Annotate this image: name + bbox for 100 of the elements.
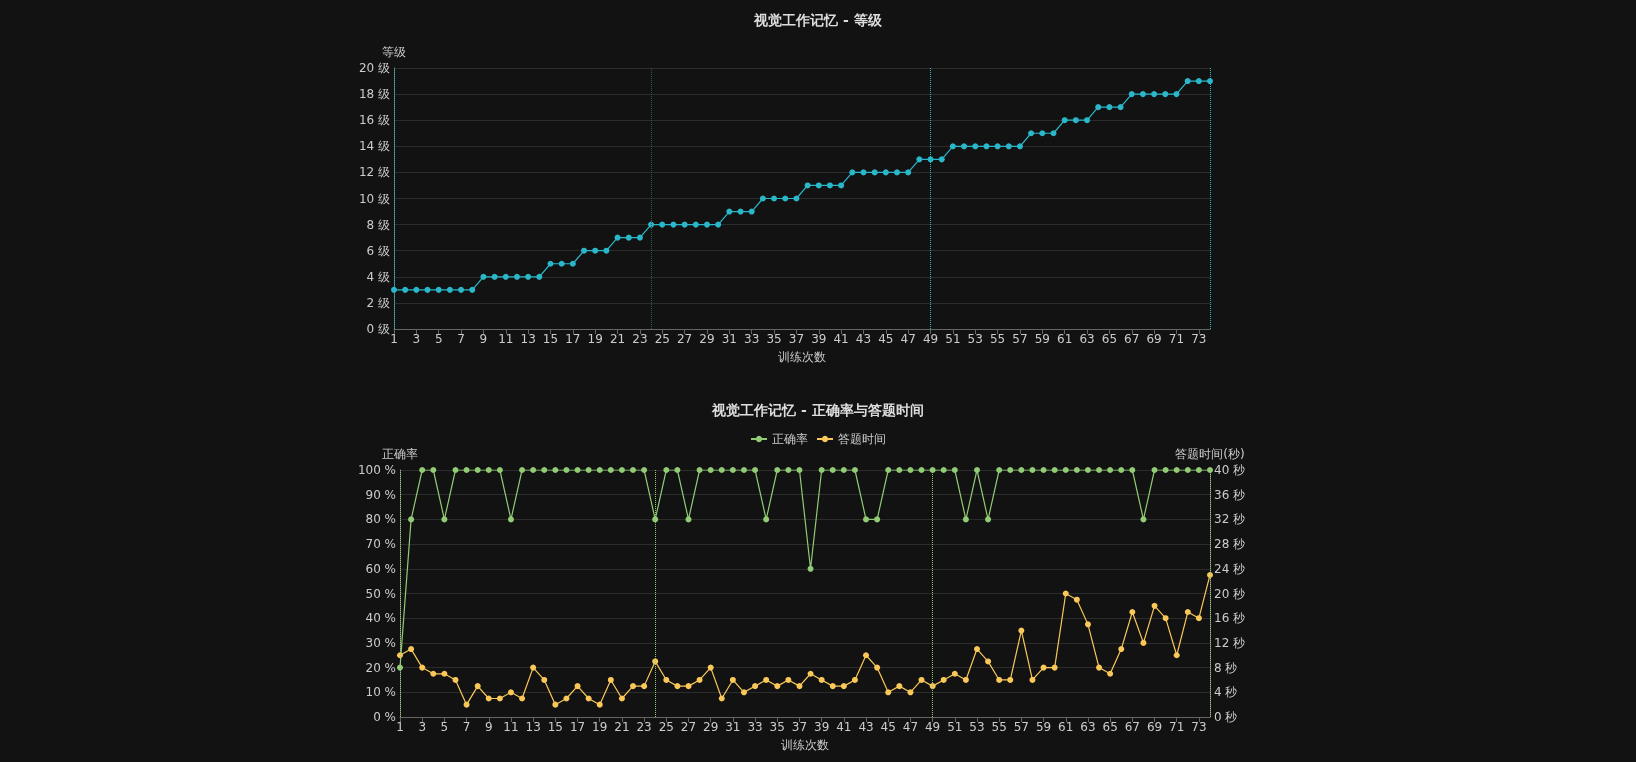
y2-tick-label: 24 秒 bbox=[1214, 561, 1246, 576]
x-tick-label: 45 bbox=[880, 720, 896, 734]
x-tick-label: 69 bbox=[1146, 720, 1163, 734]
y-tick-label: 4 级 bbox=[366, 269, 390, 284]
x-tick-label: 19 bbox=[592, 720, 608, 734]
y2-tick-label: 20 秒 bbox=[1214, 586, 1246, 601]
x-tick-label: 15 bbox=[547, 720, 563, 734]
y2-tick-label: 0 秒 bbox=[1214, 710, 1238, 724]
y-tick-label: 12 级 bbox=[358, 165, 390, 180]
x-tick-label: 59 bbox=[1035, 720, 1052, 734]
y-tick-label: 100 % bbox=[357, 463, 396, 477]
y2-tick-label: 32 秒 bbox=[1214, 512, 1246, 527]
x-tick-label: 45 bbox=[878, 332, 894, 346]
x-tick-label: 27 bbox=[680, 720, 697, 734]
x-tick-label: 37 bbox=[791, 720, 808, 734]
y-tick-label: 30 % bbox=[365, 635, 396, 650]
x-tick-label: 9 bbox=[484, 720, 493, 734]
x-tick-label: 53 bbox=[967, 332, 983, 346]
x-tick-label: 1 bbox=[390, 332, 398, 346]
x-tick-label: 5 bbox=[440, 720, 449, 734]
y-tick-label: 2 级 bbox=[366, 295, 390, 310]
y-tick-label: 90 % bbox=[365, 487, 396, 502]
x-tick-label: 41 bbox=[833, 332, 849, 346]
x-tick-label: 33 bbox=[747, 720, 763, 734]
y-tick-label: 18 级 bbox=[358, 87, 390, 102]
x-tick-label: 11 bbox=[498, 332, 514, 346]
y-tick-label: 70 % bbox=[365, 537, 396, 552]
x-tick-label: 61 bbox=[1058, 720, 1074, 734]
x-tick-label: 51 bbox=[945, 332, 961, 346]
x-tick-label: 27 bbox=[676, 332, 693, 346]
x-tick-label: 43 bbox=[855, 332, 872, 346]
x-tick-label: 67 bbox=[1124, 720, 1140, 734]
x-tick-label: 7 bbox=[462, 720, 471, 734]
y2-tick-label: 16 秒 bbox=[1214, 611, 1246, 626]
x-tick-label: 21 bbox=[614, 720, 630, 734]
x-tick-label: 15 bbox=[542, 332, 559, 346]
x-tick-label: 67 bbox=[1124, 332, 1140, 346]
x-tick-label: 57 bbox=[1013, 720, 1030, 734]
y-axis-title: 等级 bbox=[382, 45, 406, 59]
x-tick-label: 23 bbox=[632, 332, 648, 346]
x-tick-label: 49 bbox=[924, 720, 941, 734]
x-tick-label: 25 bbox=[654, 332, 670, 346]
y-tick-label: 16 级 bbox=[358, 113, 390, 128]
y-tick-label: 20 % bbox=[365, 660, 396, 675]
x-tick-label: 21 bbox=[609, 332, 626, 346]
chart-title: 视觉工作记忆 - 正确率与答题时间 bbox=[711, 402, 924, 418]
x-tick-label: 17 bbox=[569, 720, 586, 734]
x-tick-label: 73 bbox=[1191, 332, 1207, 346]
y-tick-label: 6 级 bbox=[366, 243, 390, 258]
x-tick-label: 55 bbox=[991, 720, 1007, 734]
x-tick-label: 65 bbox=[1102, 720, 1118, 734]
x-tick-label: 43 bbox=[858, 720, 874, 734]
y2-tick-label: 8 秒 bbox=[1214, 660, 1238, 675]
x-tick-label: 23 bbox=[636, 720, 652, 734]
y-tick-label: 14 级 bbox=[358, 139, 390, 154]
x-tick-label: 53 bbox=[969, 720, 985, 734]
x-tick-label: 33 bbox=[744, 332, 760, 346]
x-tick-label: 35 bbox=[769, 720, 785, 734]
x-tick-label: 47 bbox=[902, 720, 919, 734]
y2-axis-title: 答题时间(秒) bbox=[1175, 447, 1245, 461]
x-tick-label: 11 bbox=[503, 720, 519, 734]
x-tick-label: 63 bbox=[1080, 720, 1096, 734]
y-tick-label: 60 % bbox=[365, 561, 396, 576]
x-tick-label: 39 bbox=[811, 332, 827, 346]
x-tick-label: 65 bbox=[1101, 332, 1118, 346]
y-tick-label: 10 级 bbox=[358, 191, 390, 206]
x-tick-label: 59 bbox=[1034, 332, 1050, 346]
x-tick-label: 63 bbox=[1079, 332, 1095, 346]
x-tick-label: 13 bbox=[525, 720, 541, 734]
y2-tick-label: 36 秒 bbox=[1214, 487, 1246, 502]
x-tick-label: 3 bbox=[418, 720, 427, 734]
y-tick-label: 0 % bbox=[373, 710, 396, 724]
y2-tick-label: 12 秒 bbox=[1214, 635, 1246, 650]
chart-title: 视觉工作记忆 - 等级 bbox=[753, 12, 883, 28]
x-axis-title: 训练次数 bbox=[778, 350, 826, 364]
x-tick-label: 39 bbox=[814, 720, 830, 734]
y-tick-label: 0 级 bbox=[366, 322, 390, 336]
x-tick-label: 31 bbox=[721, 332, 737, 346]
x-tick-label: 25 bbox=[658, 720, 674, 734]
x-tick-label: 3 bbox=[412, 332, 421, 346]
x-tick-label: 37 bbox=[788, 332, 805, 346]
y-tick-label: 80 % bbox=[365, 512, 396, 527]
x-tick-label: 35 bbox=[766, 332, 782, 346]
x-tick-label: 41 bbox=[836, 720, 852, 734]
y-tick-label: 50 % bbox=[365, 586, 396, 601]
x-tick-label: 7 bbox=[457, 332, 465, 346]
x-tick-label: 17 bbox=[565, 332, 581, 346]
x-axis-title: 训练次数 bbox=[781, 738, 829, 752]
x-tick-label: 51 bbox=[947, 720, 963, 734]
x-tick-label: 73 bbox=[1191, 720, 1207, 734]
x-tick-label: 61 bbox=[1057, 332, 1073, 346]
y-tick-label: 10 % bbox=[365, 685, 396, 700]
x-tick-label: 1 bbox=[396, 720, 404, 734]
y2-tick-label: 28 秒 bbox=[1214, 537, 1246, 552]
y-axis-title: 正确率 bbox=[382, 447, 418, 461]
x-tick-label: 13 bbox=[520, 332, 536, 346]
x-tick-label: 71 bbox=[1169, 720, 1185, 734]
y-tick-label: 20 级 bbox=[358, 61, 390, 75]
x-tick-label: 31 bbox=[725, 720, 741, 734]
legend-label: 正确率 bbox=[772, 432, 808, 446]
